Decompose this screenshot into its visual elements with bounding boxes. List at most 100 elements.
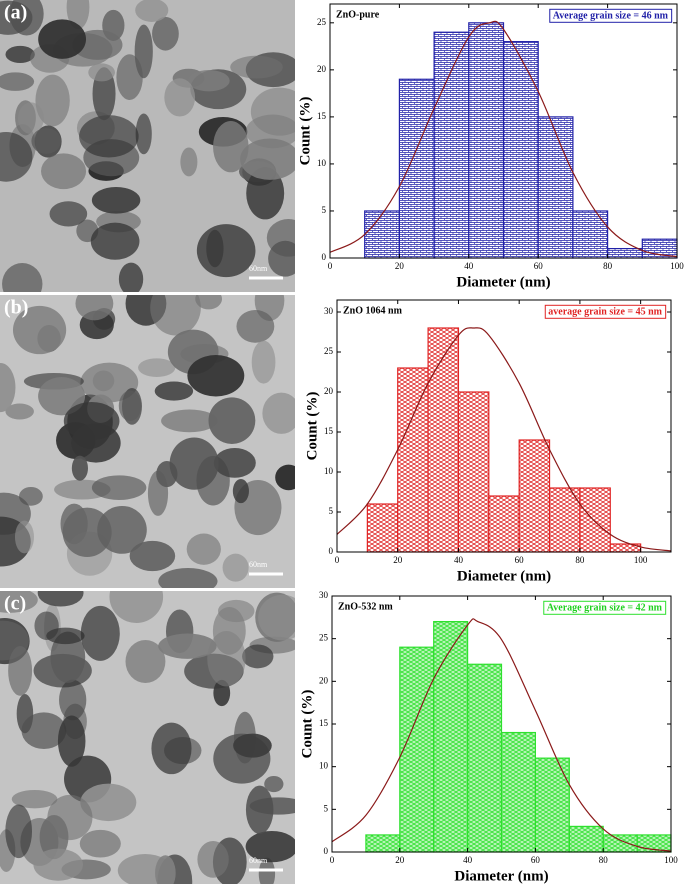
particle	[206, 229, 224, 268]
histogram-bar	[399, 646, 435, 853]
particle	[90, 222, 140, 260]
histogram-bar	[427, 327, 460, 553]
particle	[118, 262, 144, 292]
particle	[161, 409, 218, 433]
particle	[150, 295, 201, 336]
particle	[37, 591, 84, 607]
particle	[21, 712, 67, 750]
particle	[16, 693, 34, 734]
histogram-bar	[579, 487, 611, 553]
particle	[151, 722, 192, 775]
x-tick-label: 0	[328, 261, 333, 271]
chart-title: ZnO-532 nm	[338, 601, 393, 612]
particle	[0, 591, 38, 613]
particles	[0, 591, 295, 884]
particle	[11, 789, 58, 809]
particle	[251, 340, 276, 384]
particle	[164, 78, 196, 117]
histogram-bar	[572, 210, 609, 259]
y-tick-label: 10	[319, 761, 329, 771]
particle	[31, 128, 61, 154]
particle	[135, 0, 169, 22]
particle	[275, 464, 295, 491]
histogram-bar	[537, 116, 574, 259]
particle	[125, 639, 166, 684]
histogram-bar	[502, 41, 539, 259]
particle	[232, 478, 249, 504]
particle	[63, 401, 120, 441]
y-tick-label: 10	[317, 158, 327, 168]
tem-image: (a) 60nm	[0, 0, 295, 292]
x-tick-label: 20	[393, 555, 403, 565]
y-tick-label: 25	[319, 633, 329, 643]
particle	[242, 644, 274, 669]
particle	[14, 520, 34, 554]
particle	[91, 475, 147, 500]
particle	[12, 305, 67, 355]
x-tick-label: 80	[599, 855, 609, 865]
particle	[258, 594, 295, 641]
particle	[71, 455, 88, 481]
particle	[2, 262, 43, 292]
x-tick-label: 20	[395, 855, 405, 865]
annotation-box	[549, 8, 673, 23]
x-tick-label: 40	[464, 261, 474, 271]
y-tick-label: 0	[324, 846, 329, 856]
x-tick-label: 80	[575, 555, 585, 565]
particle	[92, 370, 115, 392]
particle	[222, 553, 249, 582]
fit-curve	[331, 618, 672, 852]
histogram-bar	[606, 247, 643, 259]
particle	[41, 153, 87, 190]
plot-frame	[336, 299, 672, 553]
particle	[233, 733, 272, 758]
x-tick-label: 0	[330, 855, 335, 865]
particle	[62, 507, 112, 558]
particle	[0, 131, 33, 182]
y-tick-label: 0	[322, 252, 327, 262]
particle	[5, 45, 35, 63]
scale-bar-label: 60nm	[249, 856, 268, 865]
annotation-box	[543, 600, 667, 615]
particle	[152, 16, 179, 51]
y-tick-label: 30	[324, 306, 334, 316]
plot-frame	[329, 3, 678, 259]
particle	[230, 55, 283, 79]
particle	[180, 147, 198, 177]
x-tick-label: 100	[634, 555, 648, 565]
histogram-bar	[366, 503, 399, 553]
particle	[213, 121, 249, 173]
histogram-bar	[602, 834, 638, 853]
y-tick-label: 30	[319, 590, 329, 600]
x-tick-label: 60	[534, 261, 544, 271]
scale-bar-label: 60nm	[249, 264, 268, 273]
tem-image: (c) 60nm	[0, 591, 295, 884]
histogram-bar	[568, 825, 604, 853]
particle	[38, 19, 87, 59]
panel-label: (b)	[4, 297, 28, 319]
particle	[79, 829, 121, 858]
particle	[0, 72, 35, 91]
particle	[264, 775, 284, 793]
particle	[135, 113, 152, 155]
particles	[0, 295, 295, 588]
y-axis-label: Count (%)	[299, 690, 315, 759]
particle	[118, 390, 142, 422]
particle	[266, 219, 295, 257]
particle	[33, 848, 83, 881]
y-tick-label: 5	[329, 506, 334, 516]
particle	[246, 167, 285, 220]
x-tick-label: 60	[515, 555, 525, 565]
histogram-bar	[534, 757, 570, 853]
histogram-chart: 0 5 10 15 20 25 30 0 20 40 60 80 100 Diameter (nm) Cou…	[304, 299, 672, 584]
particle	[154, 381, 194, 401]
particle	[208, 397, 256, 444]
y-tick-label: 15	[319, 718, 329, 728]
particle	[80, 605, 120, 661]
particle	[109, 591, 164, 623]
histogram-bar	[433, 31, 470, 259]
x-tick-label: 60	[531, 855, 541, 865]
particle	[155, 855, 176, 884]
y-tick-label: 20	[317, 64, 327, 74]
